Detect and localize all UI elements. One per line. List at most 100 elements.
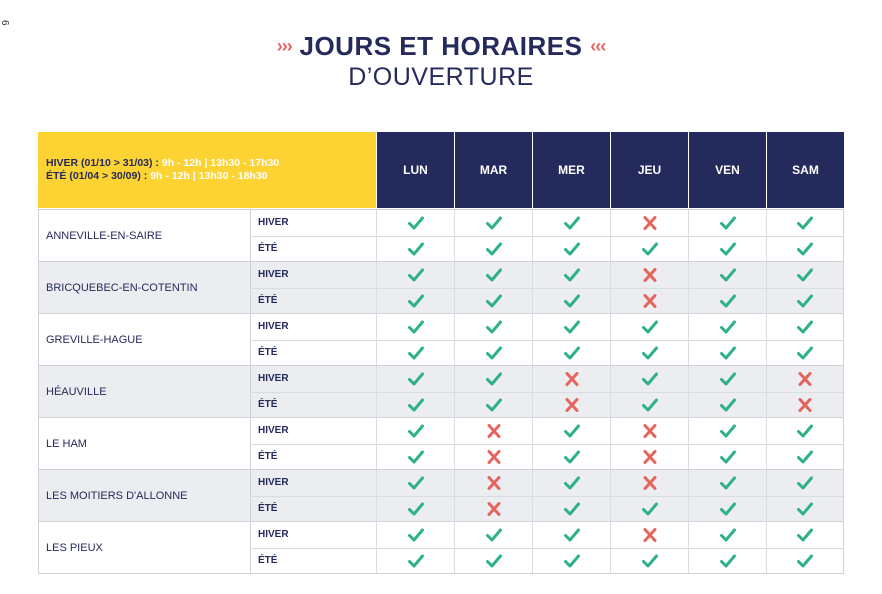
check-icon	[454, 210, 532, 236]
season-rows: HIVER ÉTÉ	[250, 522, 844, 573]
check-icon	[688, 470, 766, 496]
check-icon	[376, 287, 454, 313]
check-icon	[610, 547, 688, 573]
town-name: BRICQUEBEC-EN-COTENTIN	[38, 262, 250, 313]
check-icon	[766, 495, 844, 521]
season-row-ete: ÉTÉ	[250, 287, 844, 313]
season-row-ete: ÉTÉ	[250, 339, 844, 365]
opening-hours-table: HIVER (01/10 > 31/03) : 9h - 12h | 13h30…	[38, 132, 844, 574]
cross-icon	[610, 470, 688, 496]
season-row-hiver: HIVER	[250, 366, 844, 392]
check-icon	[376, 235, 454, 261]
season-rows: HIVER ÉTÉ	[250, 366, 844, 417]
check-icon	[688, 262, 766, 288]
summer-label: ÉTÉ (01/04 > 30/09) :	[46, 170, 151, 182]
season-row-hiver: HIVER	[250, 262, 844, 288]
day-header-jeu: JEU	[610, 132, 688, 208]
check-icon	[454, 522, 532, 548]
check-icon	[688, 210, 766, 236]
check-icon	[454, 235, 532, 261]
title-line-1: ››› JOURS ET HORAIRES ‹‹‹	[0, 30, 882, 62]
cross-icon	[610, 287, 688, 313]
check-icon	[532, 210, 610, 236]
hours-legend: HIVER (01/10 > 31/03) : 9h - 12h | 13h30…	[38, 132, 376, 208]
check-icon	[532, 262, 610, 288]
check-icon	[688, 339, 766, 365]
season-row-ete: ÉTÉ	[250, 547, 844, 573]
summer-hours: 9h - 12h | 13h30 - 18h30	[150, 170, 268, 182]
check-icon	[766, 547, 844, 573]
check-icon	[376, 339, 454, 365]
check-icon	[376, 391, 454, 417]
season-rows: HIVER ÉTÉ	[250, 314, 844, 365]
check-icon	[532, 470, 610, 496]
season-row-ete: ÉTÉ	[250, 391, 844, 417]
cross-icon	[766, 366, 844, 392]
check-icon	[610, 235, 688, 261]
check-icon	[454, 339, 532, 365]
season-row-hiver: HIVER	[250, 470, 844, 496]
page-number: 6	[0, 20, 10, 26]
check-icon	[532, 443, 610, 469]
table-row: GREVILLE-HAGUE HIVER ÉTÉ	[38, 313, 844, 365]
town-name: LE HAM	[38, 418, 250, 469]
cross-icon	[766, 391, 844, 417]
check-icon	[376, 366, 454, 392]
table-row: LE HAM HIVER ÉTÉ	[38, 417, 844, 469]
check-icon	[376, 495, 454, 521]
table-header: HIVER (01/10 > 31/03) : 9h - 12h | 13h30…	[38, 132, 844, 208]
check-icon	[688, 391, 766, 417]
season-label: ÉTÉ	[250, 391, 376, 417]
day-header-lun: LUN	[376, 132, 454, 208]
cross-icon	[610, 522, 688, 548]
season-label: HIVER	[250, 470, 376, 496]
cross-icon	[610, 210, 688, 236]
season-label: ÉTÉ	[250, 235, 376, 261]
season-label: HIVER	[250, 418, 376, 444]
check-icon	[532, 522, 610, 548]
check-icon	[766, 210, 844, 236]
cross-icon	[610, 262, 688, 288]
check-icon	[766, 314, 844, 340]
winter-hours: 9h - 12h | 13h30 - 17h30	[161, 157, 280, 169]
check-icon	[532, 235, 610, 261]
check-icon	[376, 522, 454, 548]
town-name: GREVILLE-HAGUE	[38, 314, 250, 365]
day-header-ven: VEN	[688, 132, 766, 208]
table-row: ANNEVILLE-EN-SAIRE HIVER ÉTÉ	[38, 209, 844, 261]
season-rows: HIVER ÉTÉ	[250, 262, 844, 313]
check-icon	[688, 547, 766, 573]
season-rows: HIVER ÉTÉ	[250, 470, 844, 521]
season-row-ete: ÉTÉ	[250, 235, 844, 261]
table-row: HÉAUVILLE HIVER ÉTÉ	[38, 365, 844, 417]
season-label: ÉTÉ	[250, 547, 376, 573]
season-label: HIVER	[250, 262, 376, 288]
check-icon	[688, 443, 766, 469]
season-label: ÉTÉ	[250, 339, 376, 365]
check-icon	[688, 522, 766, 548]
title-arrows-right: ‹‹‹	[590, 36, 606, 56]
check-icon	[532, 287, 610, 313]
check-icon	[454, 391, 532, 417]
check-icon	[766, 262, 844, 288]
check-icon	[688, 418, 766, 444]
check-icon	[688, 235, 766, 261]
check-icon	[610, 314, 688, 340]
season-row-ete: ÉTÉ	[250, 443, 844, 469]
check-icon	[376, 443, 454, 469]
check-icon	[376, 210, 454, 236]
check-icon	[688, 366, 766, 392]
check-icon	[376, 314, 454, 340]
season-row-ete: ÉTÉ	[250, 495, 844, 521]
check-icon	[376, 418, 454, 444]
cross-icon	[610, 443, 688, 469]
check-icon	[688, 287, 766, 313]
town-name: ANNEVILLE-EN-SAIRE	[38, 210, 250, 261]
day-header-mer: MER	[532, 132, 610, 208]
day-header-sam: SAM	[766, 132, 844, 208]
check-icon	[688, 314, 766, 340]
day-header-mar: MAR	[454, 132, 532, 208]
cross-icon	[454, 495, 532, 521]
page-title: ››› JOURS ET HORAIRES ‹‹‹ D’OUVERTURE	[0, 30, 882, 92]
season-rows: HIVER ÉTÉ	[250, 210, 844, 261]
